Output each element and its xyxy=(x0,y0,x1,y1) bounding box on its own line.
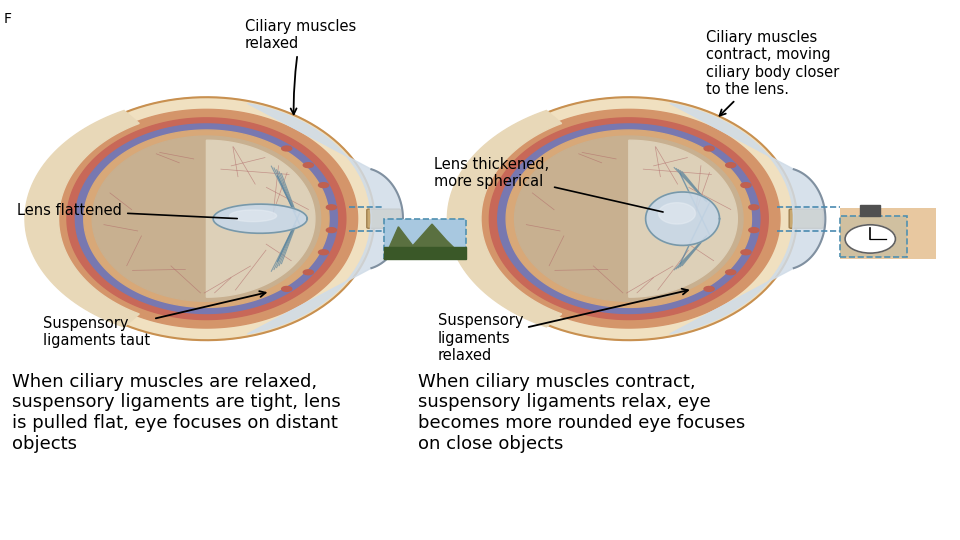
Polygon shape xyxy=(515,136,743,301)
Polygon shape xyxy=(646,192,720,245)
Text: When ciliary muscles contract,
suspensory ligaments relax, eye
becomes more roun: When ciliary muscles contract, suspensor… xyxy=(418,373,745,453)
Text: Ciliary muscles
relaxed: Ciliary muscles relaxed xyxy=(245,19,356,114)
Polygon shape xyxy=(506,130,752,307)
Ellipse shape xyxy=(303,163,313,167)
Polygon shape xyxy=(76,124,338,313)
Text: Ciliary muscles
contract, moving
ciliary body closer
to the lens.: Ciliary muscles contract, moving ciliary… xyxy=(706,30,839,116)
FancyBboxPatch shape xyxy=(367,209,401,228)
Ellipse shape xyxy=(749,205,758,210)
Polygon shape xyxy=(92,136,321,301)
Polygon shape xyxy=(25,111,139,327)
Text: Lens thickened,
more spherical: Lens thickened, more spherical xyxy=(434,157,663,212)
Bar xyxy=(384,219,466,259)
Polygon shape xyxy=(67,118,346,320)
Polygon shape xyxy=(461,97,797,340)
Text: Suspensory
ligaments taut: Suspensory ligaments taut xyxy=(43,291,266,348)
Ellipse shape xyxy=(704,287,714,292)
Polygon shape xyxy=(56,110,357,328)
Ellipse shape xyxy=(726,163,735,167)
Ellipse shape xyxy=(749,228,758,233)
Ellipse shape xyxy=(326,205,336,210)
Bar xyxy=(840,216,907,256)
Text: Lens flattened: Lens flattened xyxy=(17,203,237,219)
FancyBboxPatch shape xyxy=(789,209,824,228)
Ellipse shape xyxy=(303,270,313,275)
Polygon shape xyxy=(447,111,562,327)
Ellipse shape xyxy=(326,228,336,233)
Text: F: F xyxy=(4,12,12,26)
Polygon shape xyxy=(490,118,768,320)
Polygon shape xyxy=(229,210,276,221)
Polygon shape xyxy=(38,97,374,340)
Polygon shape xyxy=(670,103,826,334)
Text: When ciliary muscles are relaxed,
suspensory ligaments are tight, lens
is pulled: When ciliary muscles are relaxed, suspen… xyxy=(12,373,340,453)
Ellipse shape xyxy=(704,146,714,151)
Ellipse shape xyxy=(741,183,751,187)
Polygon shape xyxy=(659,202,695,224)
Polygon shape xyxy=(248,103,403,334)
Ellipse shape xyxy=(726,270,735,275)
Polygon shape xyxy=(384,247,466,259)
Polygon shape xyxy=(498,124,760,313)
Text: Suspensory
ligaments
relaxed: Suspensory ligaments relaxed xyxy=(438,289,688,363)
Polygon shape xyxy=(384,224,466,259)
Polygon shape xyxy=(629,140,737,297)
Polygon shape xyxy=(84,130,329,307)
Circle shape xyxy=(845,225,896,253)
Ellipse shape xyxy=(281,146,292,151)
Polygon shape xyxy=(860,205,880,216)
Ellipse shape xyxy=(741,250,751,255)
Ellipse shape xyxy=(281,287,292,292)
Polygon shape xyxy=(206,140,315,297)
Ellipse shape xyxy=(319,250,328,255)
Bar xyxy=(840,208,936,259)
Ellipse shape xyxy=(319,183,328,187)
Polygon shape xyxy=(478,110,780,328)
Polygon shape xyxy=(213,204,307,233)
